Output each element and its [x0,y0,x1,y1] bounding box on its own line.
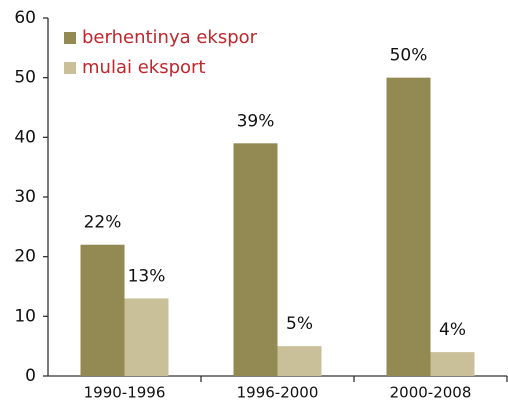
x-tick-label: 1996-2000 [237,384,319,402]
y-tick-label: 0 [25,366,36,386]
y-tick-label: 60 [14,8,36,28]
legend-swatch [64,62,76,74]
y-tick-label: 30 [14,187,36,207]
bar [124,298,169,376]
bar [386,77,431,377]
bar [80,244,125,376]
legend-label: berhentinya ekspor [82,27,258,48]
legend-swatch [64,32,76,44]
data-label: 50% [390,46,428,66]
y-tick-label: 20 [14,247,36,267]
y-tick-label: 40 [14,127,36,147]
legend-label: mulai eksport [82,57,205,78]
data-label: 13% [128,266,166,286]
bar [430,352,475,376]
bar [233,143,278,376]
y-tick-label: 10 [14,306,36,326]
y-tick-label: 50 [14,68,36,88]
x-tick-label: 1990-1996 [84,384,166,402]
data-label: 22% [84,213,122,233]
data-label: 39% [237,111,275,131]
data-label: 5% [286,314,313,334]
bar [277,346,322,376]
data-label: 4% [439,320,466,340]
x-tick-label: 2000-2008 [390,384,472,402]
